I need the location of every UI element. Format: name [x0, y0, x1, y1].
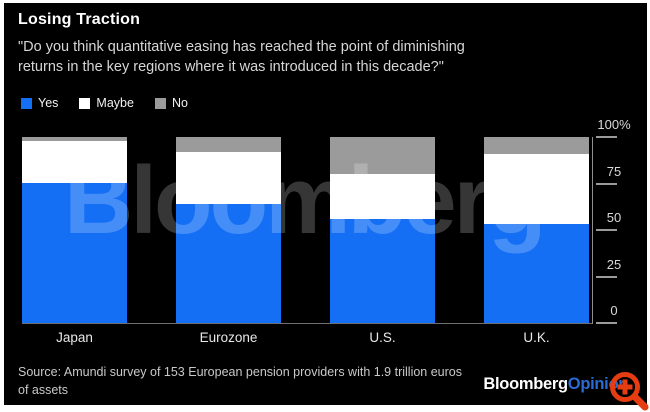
y-axis-tick-label-50: 50 — [606, 210, 622, 225]
x-axis-baseline — [22, 323, 592, 324]
x-axis-label-eurozone: Eurozone — [199, 330, 258, 345]
source-note-line1: Source: Amundi survey of 153 European pe… — [18, 365, 463, 379]
chart-subtitle: "Do you think quantitative easing has re… — [18, 37, 465, 77]
y-axis-tick-75 — [596, 182, 617, 185]
legend-swatch-no — [154, 97, 166, 109]
y-axis-tick-label-25: 25 — [606, 256, 622, 272]
legend-item-no: No — [154, 96, 188, 110]
source-note-line2: of assets — [18, 383, 69, 397]
bar-segment-yes-eurozone — [176, 203, 281, 323]
legend-swatch-maybe — [79, 97, 91, 109]
source-note: Source: Amundi survey of 153 European pe… — [18, 363, 462, 399]
bar-segment-no-eurozone — [176, 137, 281, 152]
bar-segment-maybe-us — [330, 174, 435, 219]
y-axis-tick-100 — [596, 136, 617, 138]
zoom-magnifier-icon[interactable] — [604, 366, 650, 412]
bar-segment-no-uk — [484, 137, 589, 154]
chart-title: Losing Traction — [18, 11, 141, 28]
y-axis-line — [592, 137, 593, 324]
bar-segment-yes-japan — [22, 183, 127, 323]
y-axis-tick-label-0: 0 — [610, 303, 618, 318]
bar-segment-yes-uk — [484, 224, 589, 323]
bar-japan — [22, 137, 127, 323]
bar-us — [330, 137, 435, 323]
legend-label-yes: Yes — [38, 96, 59, 110]
bar-segment-yes-us — [330, 218, 435, 323]
legend-swatch-yes — [21, 97, 32, 109]
legend-label-maybe: Maybe — [96, 96, 134, 110]
bar-segment-maybe-uk — [484, 153, 589, 225]
chart-subtitle-line2: returns in the key regions where it was … — [18, 59, 444, 75]
chart-legend: Yes Maybe No — [21, 96, 188, 110]
y-axis-tick-25 — [596, 275, 617, 278]
y-axis-tick-label-75: 75 — [606, 163, 622, 179]
x-axis-label-us: U.S. — [369, 330, 396, 345]
bar-eurozone — [176, 137, 281, 323]
y-axis-tick-50 — [596, 229, 617, 231]
y-axis-tick-label-100: 100% — [597, 117, 631, 132]
bar-segment-no-us — [330, 137, 435, 175]
legend-item-yes: Yes — [21, 96, 58, 110]
bar-segment-no-japan — [22, 137, 127, 141]
bloomberg-watermark: Bloomberg — [64, 147, 547, 254]
y-axis-tick-0 — [596, 322, 617, 324]
bar-segment-maybe-eurozone — [176, 151, 281, 204]
bar-uk — [484, 137, 589, 323]
bar-segment-maybe-japan — [22, 140, 127, 184]
legend-label-no: No — [171, 96, 188, 110]
x-axis-label-uk: U.K. — [523, 330, 550, 345]
x-axis-label-japan: Japan — [56, 330, 93, 345]
logo-bloomberg-text: Bloomberg — [483, 375, 568, 393]
legend-item-maybe: Maybe — [79, 96, 134, 110]
chart-subtitle-line1: "Do you think quantitative easing has re… — [18, 39, 465, 55]
